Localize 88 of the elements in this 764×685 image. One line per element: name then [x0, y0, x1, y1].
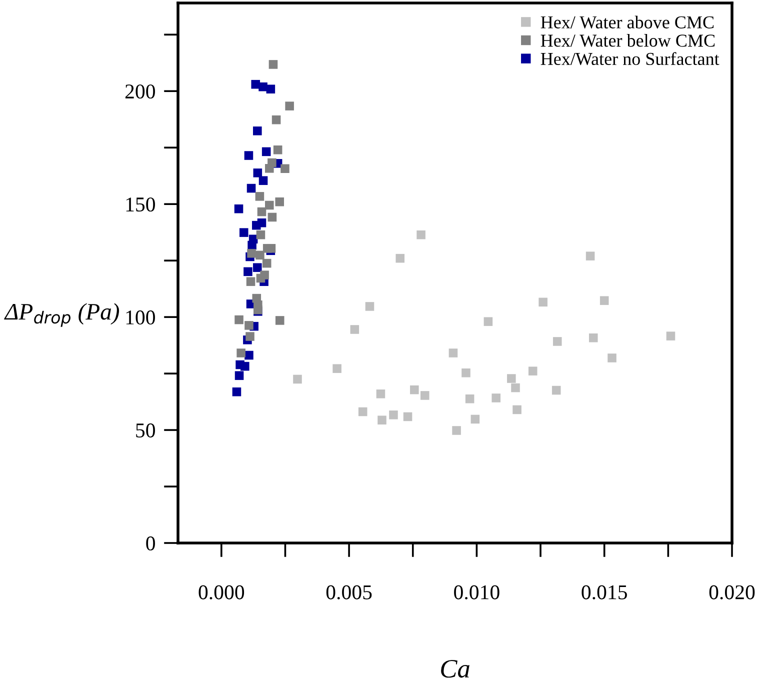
x-tick-label: 0.010	[454, 585, 500, 600]
point	[239, 228, 248, 237]
point	[586, 252, 595, 260]
point	[350, 325, 360, 334]
y-tick-label: 100	[126, 310, 155, 324]
point	[484, 317, 493, 326]
point	[268, 212, 277, 222]
point	[253, 263, 262, 272]
legend-label: Hex/ Water above CMC	[540, 16, 714, 29]
point	[256, 230, 266, 240]
point	[273, 145, 282, 154]
point	[247, 248, 256, 258]
point	[240, 362, 250, 371]
point	[492, 394, 500, 402]
point	[365, 302, 374, 311]
y-axis-title: ΔP$_{drop}$ (Pa)	[4, 303, 120, 327]
point	[262, 147, 271, 156]
point	[234, 315, 244, 324]
x-tick-label: 0.000	[198, 585, 244, 600]
point	[507, 374, 516, 383]
point	[258, 82, 268, 92]
point	[232, 387, 242, 396]
point	[275, 197, 284, 206]
point	[268, 60, 278, 69]
point	[552, 386, 561, 395]
point	[666, 332, 676, 340]
point	[358, 407, 368, 416]
legend-label: Hex/ Water below CMC	[540, 34, 715, 47]
point	[234, 371, 244, 380]
point	[410, 385, 419, 394]
point	[376, 389, 386, 398]
point	[244, 321, 254, 330]
point	[236, 348, 246, 358]
point	[256, 274, 266, 283]
point	[470, 414, 480, 424]
point	[588, 333, 598, 342]
point	[280, 164, 290, 174]
point	[600, 296, 609, 305]
point	[266, 244, 276, 253]
point	[452, 426, 461, 435]
y-tick-label: 200	[125, 84, 155, 99]
point	[256, 250, 264, 260]
y-tick-label: 0	[146, 536, 155, 550]
point	[465, 394, 474, 404]
point	[266, 84, 276, 94]
point	[272, 115, 281, 124]
point	[246, 184, 256, 193]
point	[285, 102, 294, 110]
point	[608, 354, 616, 362]
point	[244, 350, 254, 360]
point	[265, 200, 274, 210]
x-tick-label: 0.020	[709, 585, 755, 600]
point	[255, 192, 264, 201]
point	[416, 230, 426, 240]
point	[552, 337, 562, 346]
point	[262, 258, 272, 268]
point	[396, 254, 405, 263]
point	[244, 267, 252, 276]
point	[420, 391, 430, 400]
point	[462, 368, 470, 378]
point	[275, 316, 284, 325]
point	[258, 176, 268, 185]
point	[528, 366, 538, 376]
x-axis-title: Ca	[441, 660, 470, 678]
point	[252, 220, 261, 230]
point	[248, 240, 256, 250]
point	[246, 332, 254, 341]
point	[403, 412, 412, 422]
point	[265, 164, 274, 173]
point	[253, 126, 262, 136]
y-tick-label: 50	[136, 423, 155, 438]
point	[511, 383, 520, 392]
point	[332, 364, 342, 373]
point	[293, 374, 302, 384]
point	[257, 207, 266, 216]
legend-label: Hex/Water no Surfactant	[540, 52, 720, 66]
y-tick-label: 150	[126, 197, 155, 212]
point	[378, 416, 386, 424]
x-tick-label: 0.015	[582, 585, 627, 600]
point	[389, 410, 398, 420]
point	[448, 348, 458, 358]
point	[246, 277, 256, 286]
x-tick-label: 0.005	[326, 585, 372, 600]
point	[234, 204, 244, 214]
point	[538, 298, 548, 307]
point	[512, 405, 522, 414]
point	[253, 168, 262, 178]
point	[244, 151, 254, 160]
